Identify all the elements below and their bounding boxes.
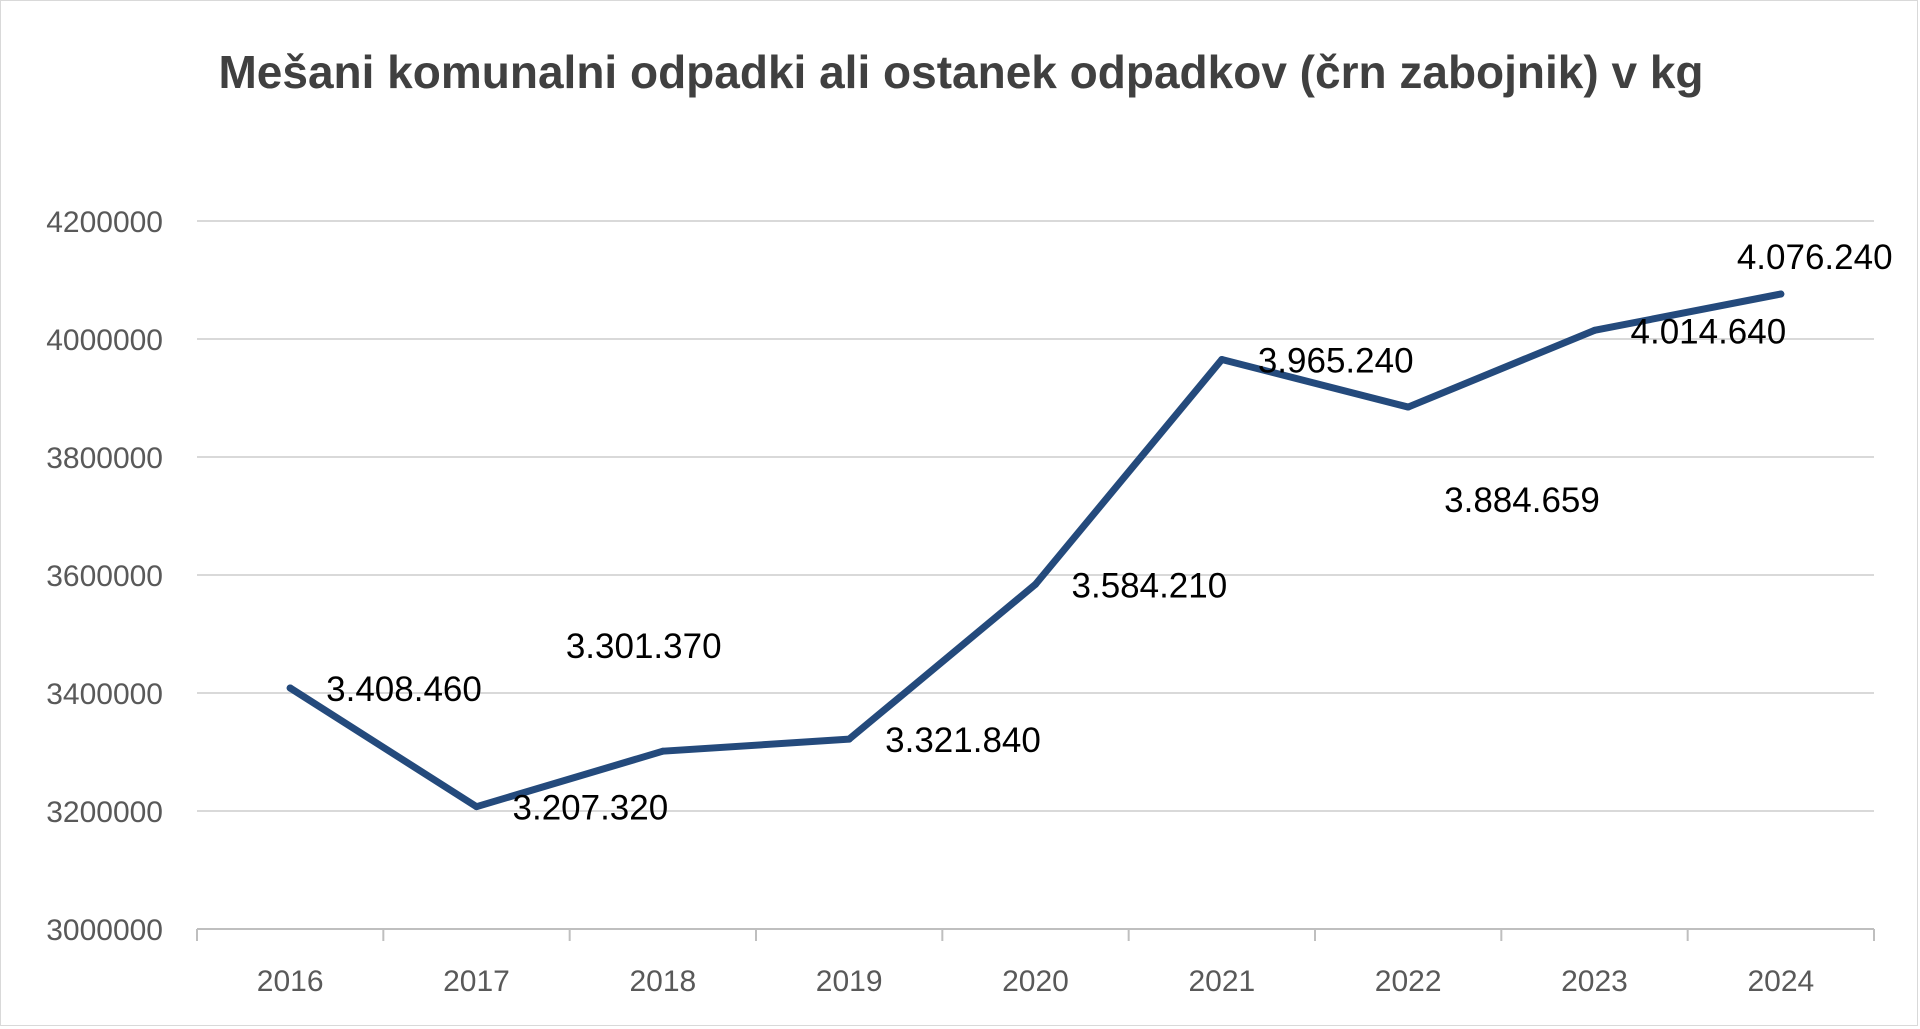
data-label: 3.321.840 bbox=[885, 721, 1041, 760]
data-label: 4.014.640 bbox=[1631, 312, 1787, 351]
y-tick-label: 3000000 bbox=[46, 914, 163, 947]
y-tick-label: 4000000 bbox=[46, 324, 163, 357]
x-tick-label: 2020 bbox=[1002, 965, 1069, 998]
x-tick-label: 2018 bbox=[629, 965, 696, 998]
data-point bbox=[1404, 403, 1412, 411]
y-tick-label: 3200000 bbox=[46, 796, 163, 829]
data-label: 3.965.240 bbox=[1258, 342, 1414, 381]
x-tick-label: 2016 bbox=[257, 965, 324, 998]
x-tick-label: 2023 bbox=[1561, 965, 1628, 998]
y-tick-label: 3800000 bbox=[46, 442, 163, 475]
x-tick-label: 2024 bbox=[1747, 965, 1814, 998]
data-label: 4.076.240 bbox=[1737, 238, 1893, 277]
data-point bbox=[286, 684, 294, 692]
data-label: 3.584.210 bbox=[1072, 566, 1228, 605]
data-point bbox=[845, 735, 853, 743]
y-tick-label: 4200000 bbox=[46, 206, 163, 239]
x-tick-label: 2017 bbox=[443, 965, 510, 998]
data-point bbox=[659, 747, 667, 755]
x-tick-label: 2022 bbox=[1375, 965, 1442, 998]
x-tick-label: 2019 bbox=[816, 965, 883, 998]
data-label: 3.207.320 bbox=[513, 789, 669, 828]
data-label: 3.884.659 bbox=[1444, 481, 1600, 520]
x-tick-label: 2021 bbox=[1188, 965, 1255, 998]
data-label: 3.408.460 bbox=[326, 670, 482, 709]
data-point bbox=[1032, 580, 1039, 588]
data-point bbox=[1591, 326, 1598, 334]
chart-title: Mešani komunalni odpadki ali ostanek odp… bbox=[218, 46, 1704, 98]
data-label: 3.301.370 bbox=[566, 627, 722, 666]
data-point bbox=[1777, 290, 1785, 298]
y-tick-label: 3600000 bbox=[46, 560, 163, 593]
data-point bbox=[473, 803, 480, 811]
data-point bbox=[1218, 356, 1226, 364]
y-tick-label: 3400000 bbox=[46, 678, 163, 711]
